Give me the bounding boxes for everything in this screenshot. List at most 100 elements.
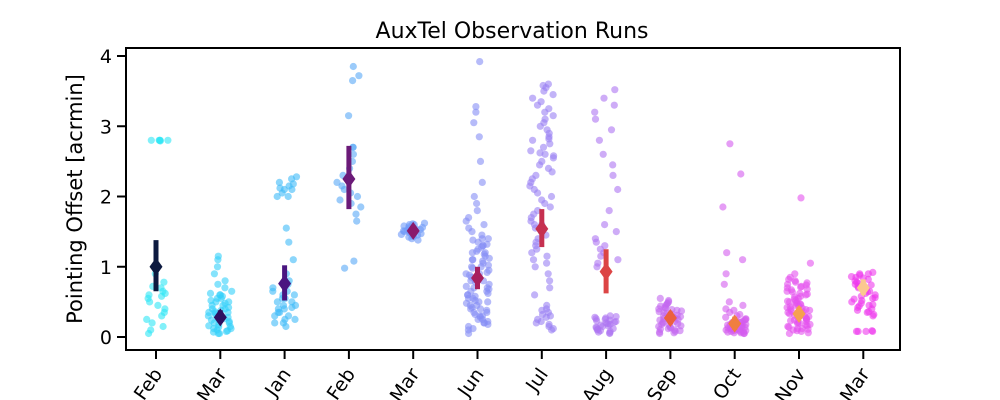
y-tick-label: 2 [100,187,112,209]
data-point [483,284,491,292]
data-point [864,270,873,278]
data-point [207,296,215,305]
x-tick-label: Mar [193,364,232,400]
data-point [793,299,801,307]
data-point [465,224,473,232]
data-point [803,279,811,287]
data-point [214,252,222,260]
data-point [148,319,156,327]
data-point [479,257,487,265]
data-point [221,305,229,313]
data-point [353,217,361,225]
data-point [546,203,554,211]
data-point [205,308,213,316]
data-point [527,147,535,155]
data-point [806,259,815,267]
x-tick-label: Jan [260,364,295,400]
data-point [540,119,548,127]
chart-title: AuxTel Observation Runs [376,19,649,44]
data-point [476,58,484,66]
data-point [594,259,602,267]
data-point [802,306,810,314]
data-point [464,294,473,302]
x-tick-label: Mar [386,364,425,400]
data-point [723,249,731,257]
data-point [737,170,745,178]
x-tick-label: Sep [643,364,682,400]
data-point [546,140,554,148]
data-point [543,301,551,309]
data-point [275,178,283,186]
data-point [612,228,620,236]
data-point [475,298,483,306]
data-point [657,302,665,310]
data-point [474,315,482,323]
data-point [612,313,620,321]
data-point [803,322,811,330]
data-point [469,264,477,272]
data-point [462,270,470,278]
data-point [147,326,155,334]
x-tick-label: Nov [771,364,810,400]
data-point [529,94,537,102]
data-point [349,62,357,71]
data-point [610,318,619,326]
data-point [797,194,805,202]
data-point [399,227,408,235]
data-point [159,322,167,331]
data-point [273,192,281,201]
data-point [484,298,492,306]
data-point [802,315,811,323]
data-point [289,256,297,264]
data-point [341,264,349,272]
data-point [284,192,292,201]
data-point [526,182,534,190]
data-point [471,292,479,300]
data-point [350,257,358,265]
data-point [473,199,481,208]
data-point [868,327,876,335]
data-point [786,303,794,311]
data-point [609,161,617,169]
data-point [785,323,793,331]
data-point [719,203,727,211]
data-point [549,91,557,99]
data-point [547,192,556,201]
data-point [549,112,557,120]
data-point [545,105,553,113]
data-point [349,150,357,158]
data-point [739,301,747,309]
x-tick-label: Aug [578,364,617,400]
mean-marker [149,257,163,276]
plot-frame [125,47,901,351]
x-tick-label: Jul [521,364,553,396]
data-point [538,196,546,204]
data-point [670,329,678,337]
data-point [871,294,879,302]
data-point [609,171,617,179]
data-point [483,308,491,316]
data-point [462,282,470,290]
data-point [164,136,172,144]
data-point [787,317,795,325]
mean-marker [599,262,613,281]
y-axis-label: Pointing Offset [acrmin] [63,74,87,324]
data-point [357,203,365,211]
x-tick-label: Jun [453,364,489,400]
data-point [602,314,610,322]
data-point [288,298,296,306]
data-point [539,143,548,151]
data-point [470,119,478,127]
data-point [288,303,296,312]
data-point [533,245,541,253]
data-point [160,308,168,316]
mean-marker [856,278,870,297]
data-point [722,270,730,278]
data-point [156,136,164,144]
data-point [529,256,538,264]
mean-marker [792,304,806,323]
y-tick-label: 0 [100,327,112,349]
data-point [147,136,155,144]
data-point [606,329,614,337]
